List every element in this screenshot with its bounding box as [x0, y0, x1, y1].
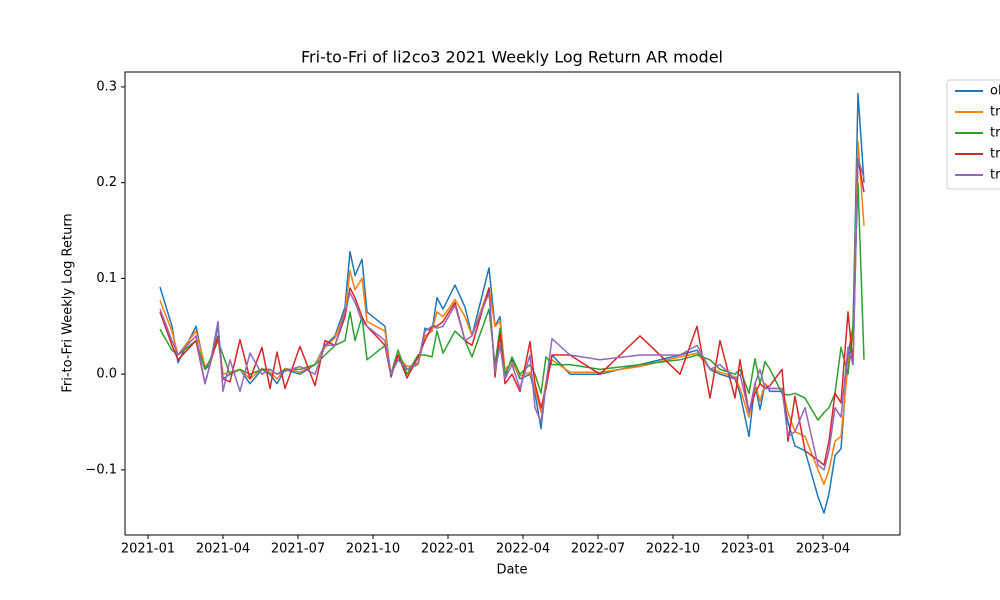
x-tick-label: 2021-04 [196, 542, 250, 557]
x-tick-label: 2022-10 [646, 542, 700, 557]
legend-label: tr [990, 168, 1000, 183]
y-tick-label: 0.0 [96, 367, 117, 382]
x-tick-label: 2022-04 [496, 542, 550, 557]
y-tick-label: 0.3 [96, 79, 117, 94]
x-tick-label: 2021-07 [271, 542, 325, 557]
series-line [159, 157, 865, 466]
x-axis-label: Date [496, 563, 527, 578]
x-tick-label: 2023-04 [796, 542, 850, 557]
series-line [159, 92, 865, 514]
y-tick-label: −0.1 [85, 462, 117, 477]
x-tick-label: 2023-01 [721, 542, 775, 557]
legend-label: tr [990, 126, 1000, 141]
y-axis-label: Fri-to-Fri Weekly Log Return [61, 213, 76, 392]
legend-label: tr [990, 147, 1000, 162]
legend-label: ol [990, 84, 1000, 99]
x-tick-label: 2021-10 [346, 542, 400, 557]
series-line [159, 181, 865, 421]
series-line [159, 140, 865, 486]
y-tick-label: 0.2 [96, 175, 117, 190]
x-tick-label: 2022-01 [421, 542, 475, 557]
series-line [159, 157, 865, 471]
y-tick-label: 0.1 [96, 271, 117, 286]
x-tick-label: 2022-07 [571, 542, 625, 557]
x-tick-label: 2021-01 [121, 542, 175, 557]
legend-box [946, 79, 1000, 190]
legend-label: tr [990, 105, 1000, 120]
plot-frame [124, 71, 901, 536]
chart-title: Fri-to-Fri of li2co3 2021 Weekly Log Ret… [301, 48, 723, 67]
